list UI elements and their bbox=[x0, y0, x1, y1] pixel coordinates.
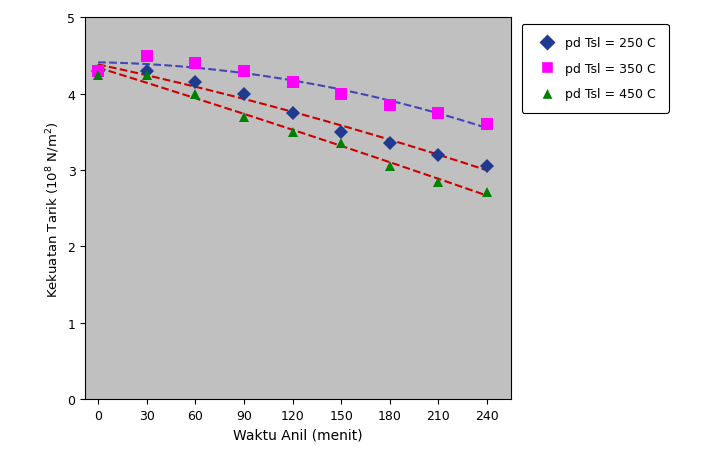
Y-axis label: Kekuatan Tarik (10$^{8}$ N/m$^{2}$): Kekuatan Tarik (10$^{8}$ N/m$^{2}$) bbox=[44, 121, 62, 297]
X-axis label: Waktu Anil (menit): Waktu Anil (menit) bbox=[234, 427, 363, 442]
Legend: pd Tsl = 250 C, pd Tsl = 350 C, pd Tsl = 450 C: pd Tsl = 250 C, pd Tsl = 350 C, pd Tsl =… bbox=[522, 25, 669, 113]
